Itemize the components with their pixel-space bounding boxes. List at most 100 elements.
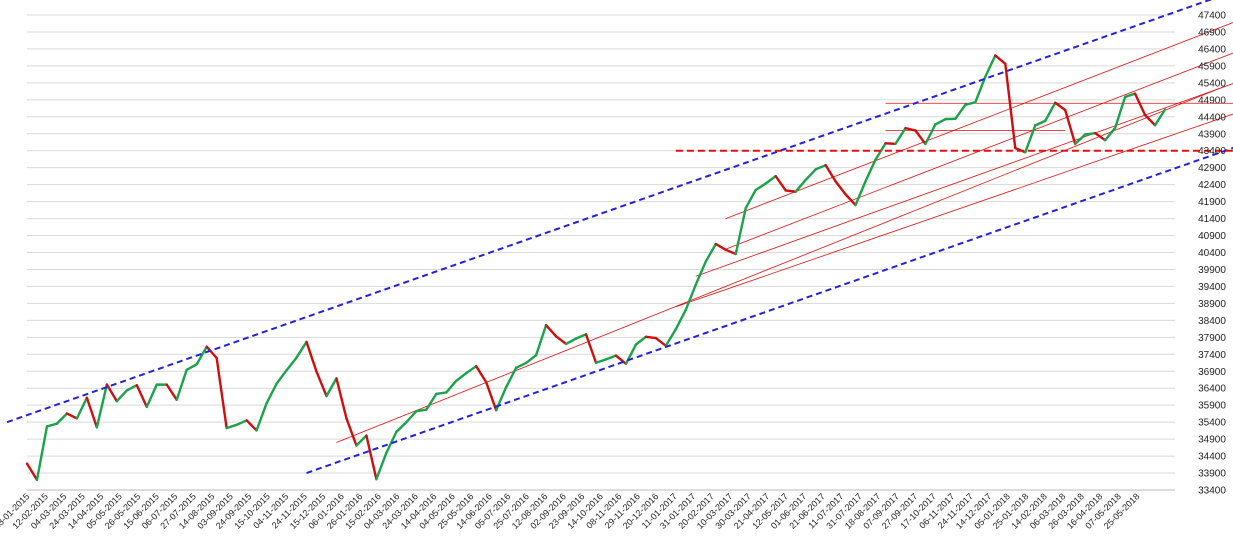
price-segment-down bbox=[105, 383, 119, 403]
price-segment-down bbox=[365, 434, 378, 481]
price-segment-down bbox=[584, 333, 598, 364]
price-segment-down bbox=[165, 383, 178, 401]
y-tick-label: 36400 bbox=[1198, 384, 1226, 395]
price-segment-down bbox=[335, 377, 348, 420]
price-segment-up bbox=[974, 75, 987, 104]
price-segment-up bbox=[594, 358, 608, 364]
price-segment-up bbox=[734, 206, 747, 256]
price-segment-up bbox=[175, 368, 188, 401]
y-tick-label: 41900 bbox=[1198, 197, 1226, 208]
price-segment-up bbox=[1113, 95, 1127, 130]
price-segment-down bbox=[824, 163, 837, 183]
price-segment-down bbox=[215, 356, 228, 430]
y-tick-label: 39900 bbox=[1198, 265, 1226, 276]
price-segment-down bbox=[994, 54, 1007, 66]
y-tick-label: 35900 bbox=[1198, 401, 1226, 412]
price-segment-up bbox=[115, 389, 129, 403]
price-segment-down bbox=[724, 248, 737, 256]
price-segment-down bbox=[1004, 62, 1017, 150]
price-segment-up bbox=[964, 101, 977, 107]
y-tick-label: 45900 bbox=[1198, 61, 1226, 72]
price-segment-up bbox=[694, 260, 708, 286]
price-segment-down bbox=[25, 462, 39, 482]
channel-line bbox=[336, 85, 1226, 443]
y-tick-label: 37900 bbox=[1198, 333, 1226, 344]
y-tick-label: 40900 bbox=[1198, 231, 1226, 242]
overlay-layer bbox=[336, 22, 1233, 443]
price-segment-up bbox=[574, 333, 588, 340]
price-segment-up bbox=[1103, 126, 1117, 142]
price-segment-up bbox=[634, 335, 648, 346]
y-tick-label: 43400 bbox=[1198, 146, 1226, 157]
price-segment-up bbox=[804, 168, 817, 182]
blue-trend-line bbox=[6, 0, 1213, 424]
y-tick-label: 46400 bbox=[1198, 44, 1226, 55]
price-segment-down bbox=[1063, 108, 1077, 146]
price-segment-up bbox=[684, 283, 698, 311]
price-segment-down bbox=[1143, 113, 1157, 127]
price-segment-up bbox=[924, 123, 937, 146]
y-tick-label: 40400 bbox=[1198, 248, 1226, 259]
price-segment-up bbox=[285, 356, 298, 372]
y-tick-label: 33400 bbox=[1198, 486, 1226, 497]
price-segment-up bbox=[854, 180, 867, 207]
price-segment-up bbox=[355, 434, 368, 447]
price-segment-up bbox=[445, 379, 458, 394]
price-segment-up bbox=[195, 345, 208, 366]
price-segment-down bbox=[844, 193, 857, 207]
y-tick-label: 45400 bbox=[1198, 78, 1226, 89]
y-tick-label: 34400 bbox=[1198, 452, 1226, 463]
price-segment-up bbox=[1153, 108, 1167, 127]
channel-line bbox=[725, 52, 1233, 250]
price-segment-down bbox=[315, 370, 328, 398]
price-segment-up bbox=[35, 425, 49, 482]
price-segment-up bbox=[275, 369, 288, 385]
y-tick-label: 46900 bbox=[1198, 27, 1226, 38]
price-segment-up bbox=[95, 383, 109, 429]
price-segment-down bbox=[85, 396, 99, 429]
price-segment-up bbox=[794, 178, 807, 193]
price-segment-down bbox=[774, 174, 787, 192]
price-segment-up bbox=[954, 103, 967, 121]
price-segment-up bbox=[235, 419, 248, 427]
x-axis-ticks: 23-01-201512-02-201504-03-201524-03-2015… bbox=[0, 491, 1141, 531]
price-segment-up bbox=[864, 158, 877, 183]
y-tick-label: 38400 bbox=[1198, 316, 1226, 327]
y-tick-label: 39400 bbox=[1198, 282, 1226, 293]
price-segment-up bbox=[125, 383, 139, 392]
price-segment-up bbox=[524, 354, 538, 365]
price-segment-down bbox=[345, 417, 358, 447]
price-segment-down bbox=[784, 189, 797, 193]
price-segment-up bbox=[295, 340, 308, 359]
price-segment-down bbox=[485, 381, 498, 412]
price-segment-up bbox=[1034, 119, 1047, 127]
y-tick-label: 42400 bbox=[1198, 180, 1226, 191]
price-segment-down bbox=[614, 354, 628, 366]
price-segment-up bbox=[764, 174, 777, 185]
price-segment-up bbox=[1073, 133, 1087, 146]
price-segment-up bbox=[465, 364, 478, 375]
price-segment-up bbox=[1044, 101, 1057, 123]
price-segment-up bbox=[375, 451, 388, 481]
price-segment-down bbox=[65, 412, 79, 420]
price-segment-up bbox=[405, 409, 418, 424]
price-segment-down bbox=[914, 129, 927, 146]
y-axis-ticks: 33400 33900 34400 34900 35400 35900 36400 36900… bbox=[1198, 11, 1226, 497]
price-segment-up bbox=[55, 412, 69, 425]
price-segment-down bbox=[714, 242, 727, 252]
y-tick-label: 42900 bbox=[1198, 163, 1226, 174]
price-segment-up bbox=[1024, 124, 1037, 154]
price-segment-down bbox=[475, 364, 488, 384]
y-tick-label: 44400 bbox=[1198, 112, 1226, 123]
price-segment-up bbox=[185, 363, 198, 371]
price-segment-down bbox=[834, 180, 847, 196]
price-segment-up bbox=[674, 308, 688, 331]
price-segment-up bbox=[534, 323, 548, 357]
price-segment-up bbox=[664, 327, 678, 347]
price-segment-down bbox=[554, 335, 568, 346]
price-segment-up bbox=[894, 126, 907, 145]
price-segment-down bbox=[544, 323, 558, 338]
y-tick-label: 43900 bbox=[1198, 129, 1226, 140]
